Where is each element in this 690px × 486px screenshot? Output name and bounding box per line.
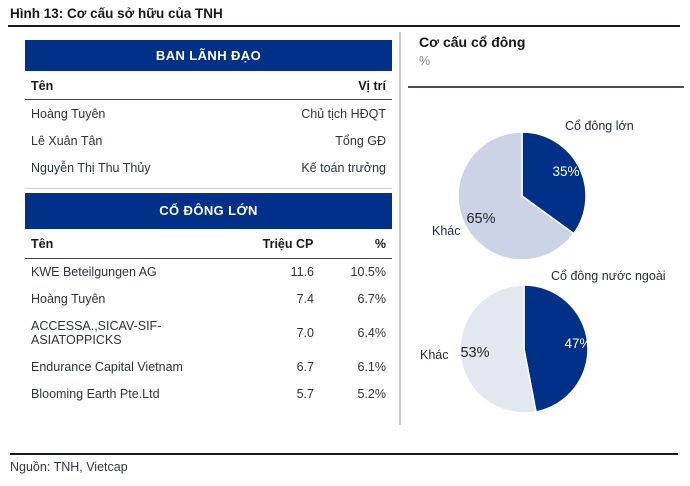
table-cell-name: Hoàng Tuyên xyxy=(31,106,106,121)
table-cell-position: Chủ tịch HĐQT xyxy=(301,106,386,121)
left-panel: BAN LÃNH ĐẠO Tên Vị trí Hoàng Tuyên Chủ t… xyxy=(25,40,392,408)
pie2-slice-label: Cổ đông nước ngoài xyxy=(551,269,666,283)
table-cell-name: Lê Xuân Tân xyxy=(31,133,103,148)
table-cell-name: Nguyễn Thị Thu Thủy xyxy=(31,160,151,175)
source-text: Nguồn: TNH, Vietcap xyxy=(10,460,128,474)
column-header-name: Tên xyxy=(25,71,237,101)
table-cell-shares: 5.7 xyxy=(296,387,314,402)
pie2-value-foreign: 47% xyxy=(564,336,592,351)
pie-slice xyxy=(523,284,589,413)
board-header-bar: BAN LÃNH ĐẠO xyxy=(25,40,392,71)
pie-slice xyxy=(459,284,537,414)
table-row: Blooming Earth Pte.Ltd 5.7 5.2% xyxy=(25,381,392,408)
shareholders-header-bar: CỔ ĐÔNG LỚN xyxy=(25,193,392,230)
figure-title: Hình 13: Cơ cấu sở hữu của TNH xyxy=(10,6,223,21)
board-table-wrap: Tên Vị trí Hoàng Tuyên Chủ tịch HĐQT Lê Xu… xyxy=(25,71,392,190)
pie1-value-major: 35% xyxy=(552,164,580,179)
shareholders-table-header-row: Tên Triệu CP % xyxy=(25,229,392,259)
table-cell-name: KWE Beteilgungen AG xyxy=(31,265,157,280)
table-row: Hoàng Tuyên Chủ tịch HĐQT xyxy=(25,100,392,128)
table-cell-name: Blooming Earth Pte.Ltd xyxy=(31,387,160,402)
table-cell-name: Hoàng Tuyên xyxy=(31,292,106,307)
table-cell-shares: 6.7 xyxy=(296,360,314,375)
table-cell-position: Tổng GĐ xyxy=(335,133,386,148)
table-cell-percent: 5.2% xyxy=(357,387,387,402)
top-rule xyxy=(8,25,680,27)
table-cell-shares: 7.0 xyxy=(296,326,314,341)
table-cell-name: Endurance Capital Vietnam xyxy=(31,360,183,375)
pie2-value-other: 53% xyxy=(460,345,490,361)
column-header-shares: Triệu CP xyxy=(256,229,330,259)
board-table-header-row: Tên Vị trí xyxy=(25,71,392,101)
pie-chart-foreign-ownership xyxy=(459,284,589,414)
chart-section-title: Cơ cấu cổ đông xyxy=(419,34,526,50)
bottom-rule xyxy=(10,453,678,455)
table-cell-shares: 7.4 xyxy=(296,292,314,307)
chart-unit-label: % xyxy=(419,54,431,68)
panel-divider xyxy=(399,32,401,425)
table-row: Hoàng Tuyên 7.4 6.7% xyxy=(25,286,392,313)
chart-section-rule xyxy=(408,86,684,88)
table-cell-percent: 6.7% xyxy=(357,292,387,307)
pie-chart-shareholder-structure xyxy=(457,131,587,261)
column-header-percent: % xyxy=(330,229,392,259)
table-cell-shares: 11.6 xyxy=(290,265,314,280)
pie-slice xyxy=(457,131,575,261)
pie2-other-label: Khác xyxy=(420,348,449,362)
pie-slice xyxy=(521,131,587,235)
table-cell-position: Kế toán trưởng xyxy=(301,160,386,175)
table-row: KWE Beteilgungen AG 11.6 10.5% xyxy=(25,258,392,286)
board-table: Tên Vị trí Hoàng Tuyên Chủ tịch HĐQT Lê Xu… xyxy=(25,71,392,181)
table-row: Endurance Capital Vietnam 6.7 6.1% xyxy=(25,354,392,381)
table-cell-name: ACCESSA.,SICAV-SIF- ASIATOPPICKS xyxy=(31,319,162,348)
table-row: Lê Xuân Tân Tổng GĐ xyxy=(25,127,392,154)
column-header-name: Tên xyxy=(25,229,256,259)
shareholders-table: Tên Triệu CP % KWE Beteilgungen AG 11.6 10… xyxy=(25,229,392,407)
pie1-value-other: 65% xyxy=(466,211,496,227)
table-row: ACCESSA.,SICAV-SIF- ASIATOPPICKS 7.0 6.4% xyxy=(25,313,392,354)
table-cell-percent: 6.4% xyxy=(357,326,387,341)
pie1-slice-label: Cổ đông lớn xyxy=(565,119,634,133)
table-cell-percent: 6.1% xyxy=(357,360,387,375)
table-cell-percent: 10.5% xyxy=(350,265,386,280)
table-row: Nguyễn Thị Thu Thủy Kế toán trưởng xyxy=(25,154,392,181)
pie1-other-label: Khác xyxy=(432,224,461,238)
column-header-position: Vị trí xyxy=(236,71,392,101)
